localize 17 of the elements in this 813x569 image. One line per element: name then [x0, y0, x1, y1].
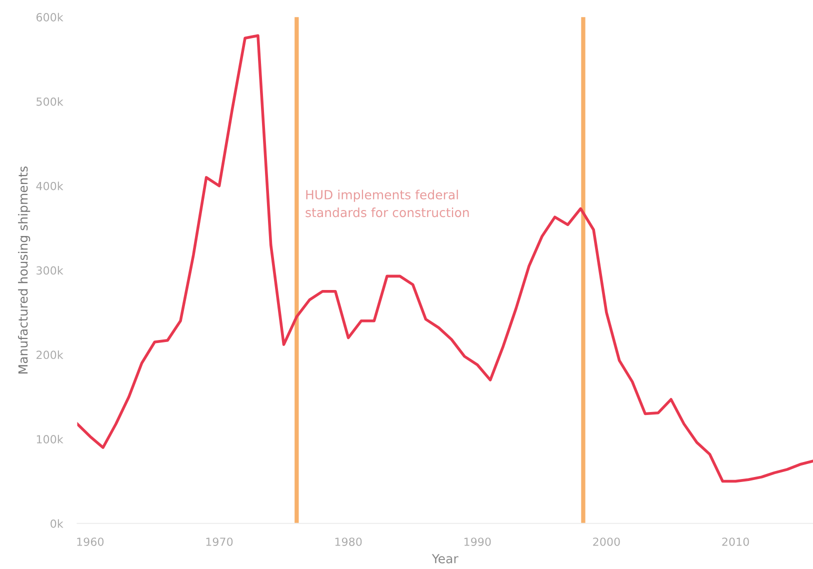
x-tick-label: 1960 [77, 538, 104, 546]
y-tick-label: 0k [50, 519, 64, 528]
y-tick-label: 600k [36, 12, 64, 22]
x-tick-label: 1980 [335, 538, 362, 546]
x-tick-label: 1970 [206, 538, 233, 546]
x-tick-label: 2000 [593, 538, 620, 546]
ref-line-label: HUD implements federal standards for construction [306, 190, 469, 218]
x-tick-label: 1990 [464, 538, 491, 546]
y-tick-label: 200k [36, 350, 64, 360]
y-tick-label: 400k [36, 182, 64, 190]
y-tick-label: 100k [36, 434, 64, 444]
y-axis-title: Manufactured housing shipments [18, 166, 30, 374]
line-series [77, 34, 813, 483]
x-axis-title: Year [432, 554, 458, 564]
y-tick-label: 300k [36, 266, 64, 275]
x-tick-label: 2010 [722, 538, 749, 546]
y-tick-label: 500k [36, 97, 64, 106]
